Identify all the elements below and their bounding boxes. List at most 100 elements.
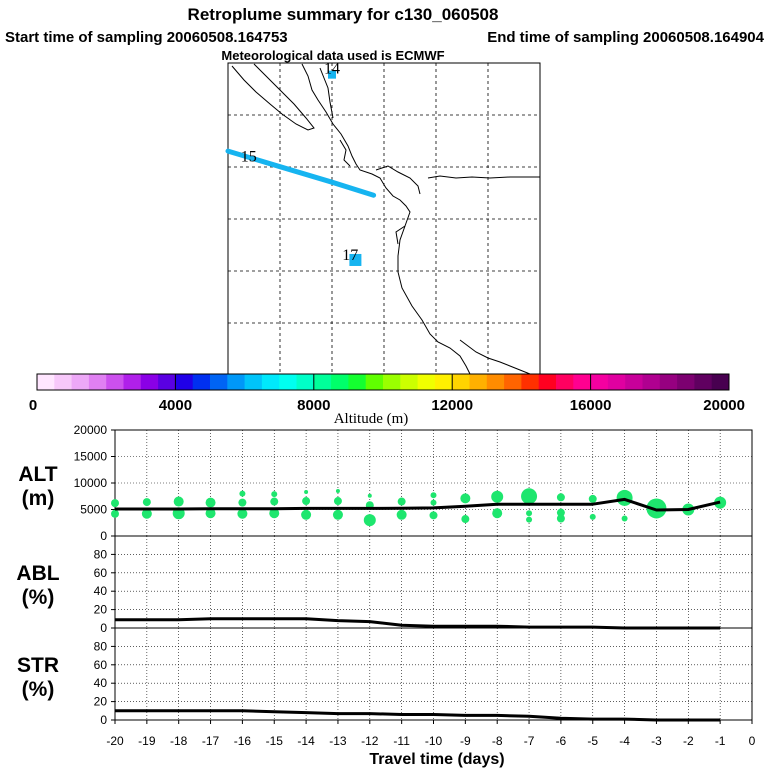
colorbar-cells [37, 374, 730, 390]
scatter-point [526, 510, 533, 517]
str-panel: 0 20 40 60 80 STR(%) [17, 627, 753, 727]
colorbar-cell [106, 374, 124, 390]
colorbar-cell [469, 374, 488, 390]
colorbar-cell [261, 374, 280, 390]
day-label: 15 [241, 148, 257, 165]
colorbar-cell [71, 374, 90, 390]
y-tick-label: 60 [94, 658, 108, 672]
scatter-point [270, 497, 279, 506]
scatter-point [333, 497, 342, 506]
x-tick-label: -9 [460, 734, 471, 748]
colorbar-cell [227, 374, 246, 390]
y-tick-label: 20000 [74, 423, 108, 437]
y-tick-label: 15000 [74, 450, 108, 464]
colorbar-cell [417, 374, 436, 390]
y-tick-label: 40 [94, 676, 108, 690]
scatter-point [429, 511, 438, 520]
trajectory-marker [349, 253, 362, 266]
y-tick-label: 20 [94, 603, 108, 617]
scatter-point [301, 509, 312, 520]
colorbar-cell [244, 374, 263, 390]
colorbar-cell [296, 374, 315, 390]
scatter-point [141, 508, 152, 519]
x-tick-label: -8 [492, 734, 503, 748]
colorbar-tick-label: 0 [29, 397, 37, 414]
colorbar-cell [383, 374, 401, 390]
scatter-point [526, 516, 533, 523]
colorbar-cell [434, 374, 453, 390]
panel-y-label: ALT [18, 463, 57, 486]
scatter-point [621, 515, 628, 522]
colorbar-cell [694, 374, 713, 390]
scatter-point [367, 493, 372, 498]
panel-y-label: STR [17, 654, 59, 677]
colorbar-tick-label: 12000 [431, 397, 473, 414]
trajectory-marker [328, 70, 336, 79]
figure-title: Retroplume summary for c130_060508 [188, 5, 499, 24]
scatter-point [556, 514, 565, 523]
y-tick-label: 60 [94, 566, 108, 580]
colorbar-tick-label: 20000 [703, 397, 745, 414]
scatter-point [363, 514, 376, 527]
scatter-point [616, 489, 633, 506]
colorbar-tick-label: 16000 [570, 397, 612, 414]
scatter-point [556, 508, 565, 517]
scatter-point [430, 499, 437, 506]
x-tick-label: -11 [393, 734, 410, 748]
altitude-colorbar: 0 4000 8000 12000 16000 20000 Altitude (m) [29, 373, 745, 427]
colorbar-ticks: 0 4000 8000 12000 16000 20000 [29, 374, 745, 414]
scatter-point [460, 493, 471, 504]
colorbar-cell [175, 374, 194, 390]
x-tick-label: -10 [425, 734, 443, 748]
colorbar-cell [210, 374, 228, 390]
scatter-point [111, 509, 119, 518]
x-tick-label: -15 [266, 734, 284, 748]
x-tick-label: 0 [749, 734, 756, 748]
series-line [115, 497, 721, 512]
start-time-label: Start time of sampling 20060508.164753 [5, 29, 288, 46]
colorbar-cell [88, 374, 107, 390]
scatter-point [332, 509, 343, 520]
colorbar-cell [538, 374, 557, 390]
scatter-point [304, 490, 309, 495]
scatter-point [335, 488, 340, 493]
series-line [115, 709, 721, 722]
x-tick-label: -17 [202, 734, 220, 748]
colorbar-cell [486, 374, 505, 390]
scatter-point [302, 497, 311, 506]
colorbar-cell [313, 374, 332, 390]
colorbar-label: Altitude (m) [334, 411, 409, 427]
colorbar-cell [279, 374, 297, 390]
colorbar-cell [625, 374, 643, 390]
met-data-label: Meteorological data used is ECMWF [221, 48, 444, 63]
colorbar-cell [452, 374, 470, 390]
x-tick-label: -19 [138, 734, 156, 748]
scatter-point [173, 496, 184, 507]
x-tick-label: -18 [170, 734, 188, 748]
panel-y-label: ABL [16, 562, 59, 585]
x-tick-label: -20 [106, 734, 124, 748]
colorbar-tick-label: 8000 [297, 397, 330, 414]
x-tick-label: -13 [329, 734, 347, 748]
x-tick-label: -1 [715, 734, 726, 748]
scatter-point [111, 499, 119, 508]
scatter-point [271, 491, 278, 498]
colorbar-cell [677, 374, 695, 390]
trajectory-day-labels: 14 15 17 [241, 60, 358, 264]
altitude-panel: 0 5000 10000 15000 20000 ALT(m) [18, 423, 753, 543]
trajectory-markers [328, 70, 362, 266]
colorbar-cell [123, 374, 142, 390]
y-tick-label: 0 [100, 529, 107, 543]
x-tick-label: -3 [651, 734, 662, 748]
x-tick-label: -6 [556, 734, 567, 748]
colorbar-cell [365, 374, 384, 390]
panel-y-unit: (%) [22, 678, 55, 701]
colorbar-cell [192, 374, 211, 390]
scatter-point [396, 509, 407, 520]
panel-y-unit: (%) [22, 586, 55, 609]
y-tick-label: 5000 [80, 503, 107, 517]
scatter-point [238, 498, 247, 507]
y-tick-label: 0 [100, 621, 107, 635]
x-tick-label: -14 [297, 734, 315, 748]
scatter-point [492, 508, 503, 519]
